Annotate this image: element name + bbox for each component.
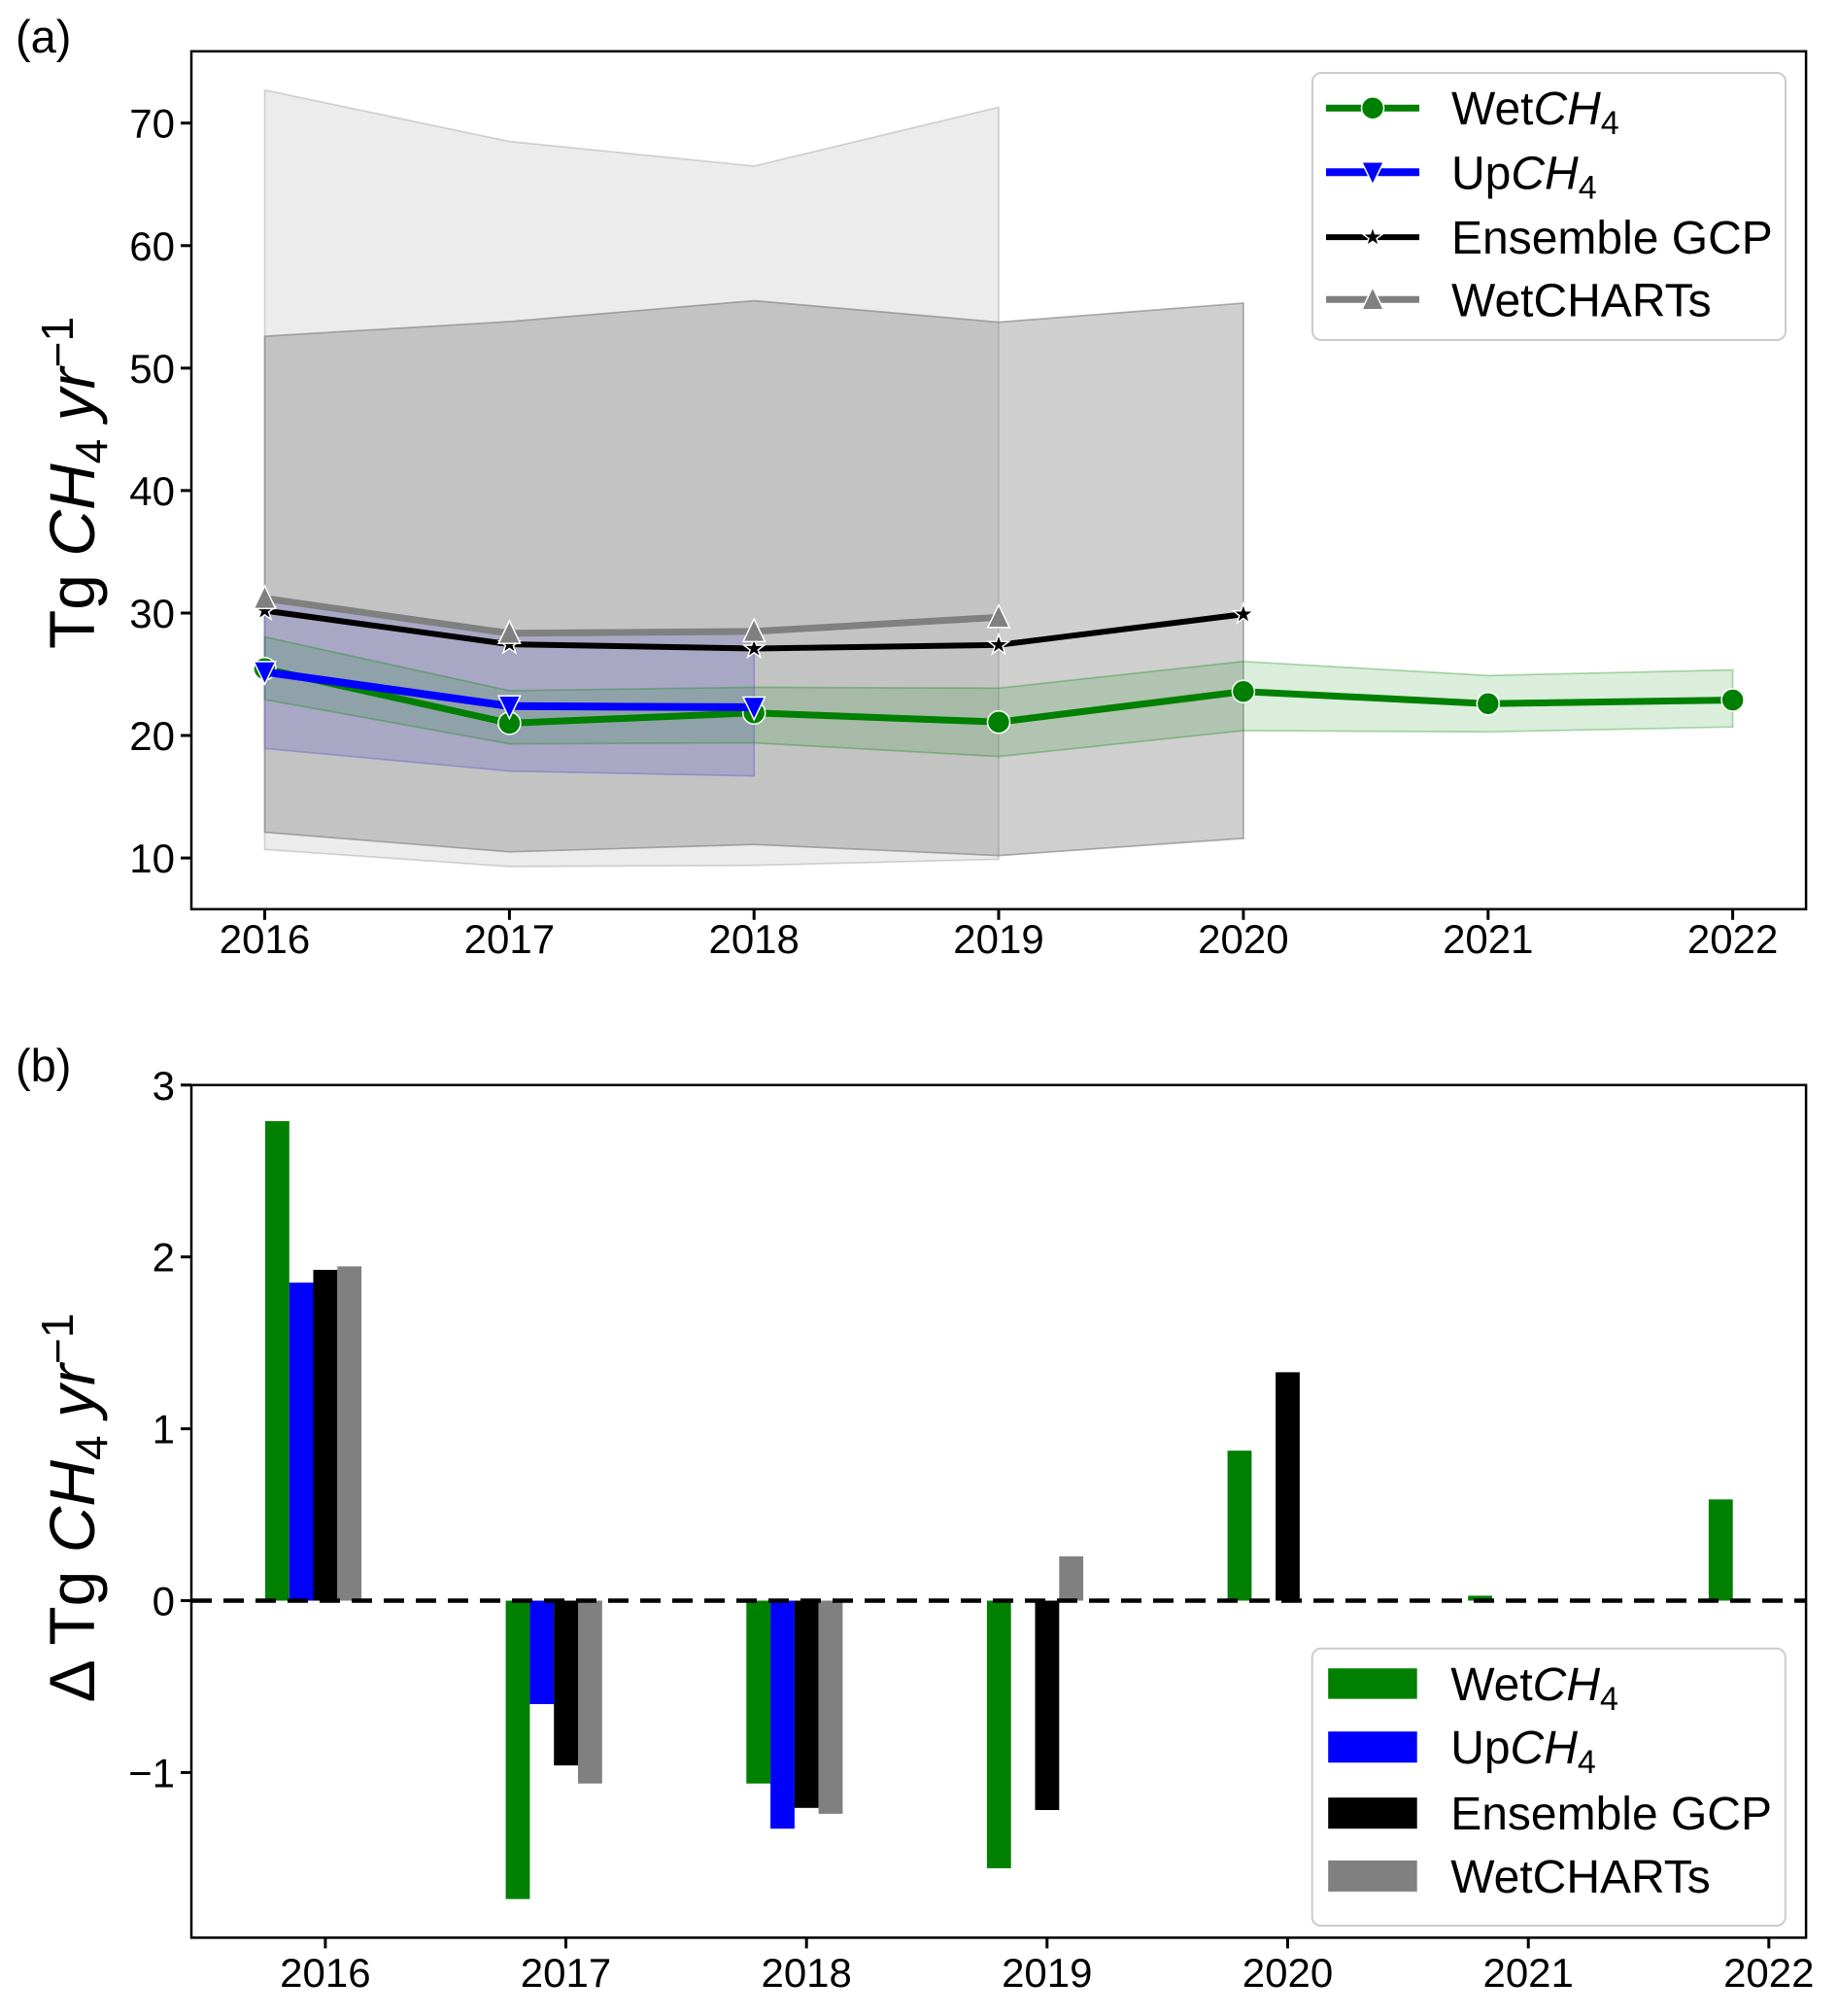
- svg-text:2021: 2021: [1443, 916, 1533, 962]
- svg-text:0: 0: [153, 1579, 175, 1624]
- svg-text:(b): (b): [16, 1040, 71, 1091]
- svg-text:2022: 2022: [1723, 1950, 1814, 1996]
- svg-text:(a): (a): [16, 11, 71, 62]
- svg-text:2017: 2017: [521, 1950, 611, 1996]
- svg-text:WetCHARTs: WetCHARTs: [1451, 275, 1712, 326]
- svg-text:WetCH4: WetCH4: [1450, 1659, 1618, 1718]
- svg-text:−1: −1: [128, 1750, 175, 1795]
- svg-text:2021: 2021: [1482, 1950, 1573, 1996]
- svg-text:50: 50: [129, 346, 175, 392]
- svg-text:2018: 2018: [708, 916, 799, 962]
- svg-text:WetCH4: WetCH4: [1451, 84, 1619, 142]
- svg-text:Ensemble GCP: Ensemble GCP: [1451, 213, 1773, 264]
- svg-text:60: 60: [129, 223, 175, 269]
- svg-text:Tg CH4 yr−1: Tg CH4 yr−1: [32, 317, 117, 649]
- svg-text:2019: 2019: [953, 916, 1043, 962]
- svg-text:2: 2: [153, 1235, 175, 1281]
- svg-text:Δ Tg CH4 yr−1: Δ Tg CH4 yr−1: [32, 1314, 117, 1703]
- svg-text:WetCHARTs: WetCHARTs: [1450, 1852, 1711, 1903]
- svg-text:UpCH4: UpCH4: [1450, 1723, 1596, 1781]
- svg-text:1: 1: [153, 1407, 175, 1452]
- svg-text:2020: 2020: [1198, 916, 1288, 962]
- svg-text:20: 20: [129, 713, 175, 759]
- svg-text:3: 3: [153, 1063, 175, 1109]
- svg-text:2019: 2019: [1002, 1950, 1092, 1996]
- svg-text:2018: 2018: [761, 1950, 851, 1996]
- svg-text:2016: 2016: [280, 1950, 370, 1996]
- svg-text:Ensemble GCP: Ensemble GCP: [1450, 1789, 1772, 1840]
- svg-text:2022: 2022: [1687, 916, 1778, 962]
- svg-text:30: 30: [129, 591, 175, 636]
- svg-text:40: 40: [129, 468, 175, 514]
- svg-text:2020: 2020: [1242, 1950, 1333, 1996]
- svg-text:2016: 2016: [220, 916, 310, 962]
- svg-text:UpCH4: UpCH4: [1451, 148, 1597, 206]
- svg-text:2017: 2017: [464, 916, 555, 962]
- svg-text:10: 10: [129, 836, 175, 881]
- svg-text:70: 70: [129, 101, 175, 147]
